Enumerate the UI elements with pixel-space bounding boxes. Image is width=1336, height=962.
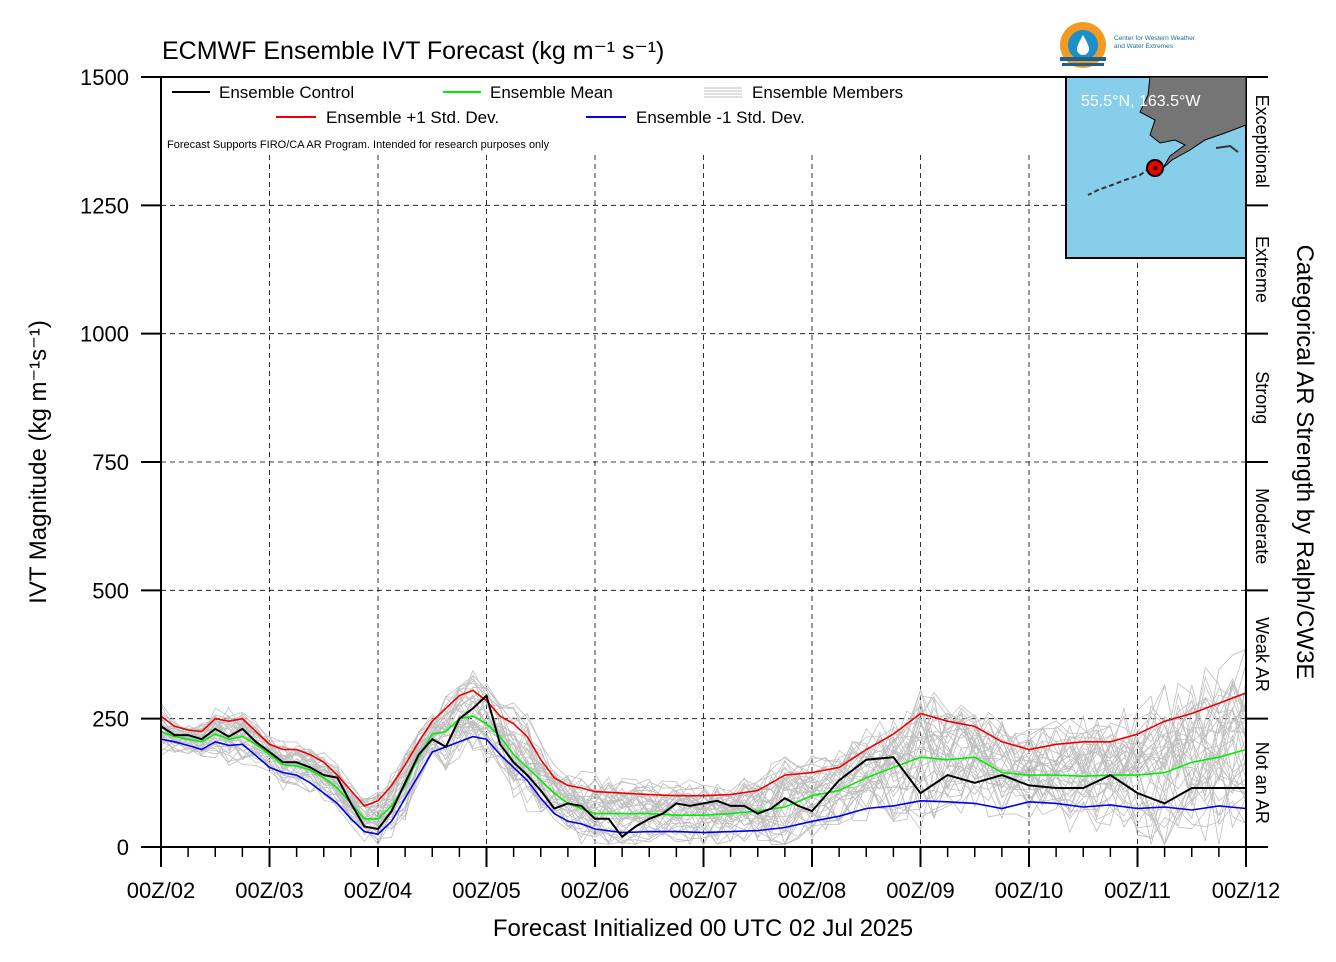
- x-tick-label: 00Z/10: [995, 878, 1064, 903]
- x-tick-label: 00Z/02: [127, 878, 196, 903]
- y-tick-label: 250: [92, 707, 129, 732]
- category-label: Not an AR: [1252, 742, 1272, 824]
- legend-control: Ensemble Control: [219, 83, 354, 102]
- x-tick-label: 00Z/04: [344, 878, 413, 903]
- legend-plus: Ensemble +1 Std. Dev.: [326, 108, 499, 127]
- category-label: Strong: [1252, 371, 1272, 424]
- ar-category-axis: Not an AR Weak AR Moderate Strong Extreme Exc…: [1246, 76, 1272, 848]
- right-axis-label: Categorical AR Strength by Ralph/CW3E: [1291, 245, 1318, 680]
- y-tick-label: 0: [117, 835, 129, 860]
- category-label: Exceptional: [1252, 95, 1272, 188]
- x-tick-label: 00Z/12: [1212, 878, 1281, 903]
- inset-map: 55.5°N, 163.5°W: [1065, 76, 1247, 259]
- y-tick-label: 1500: [80, 65, 129, 90]
- ensemble-member-line: [160, 695, 1247, 825]
- y-axis-label: IVT Magnitude (kg m⁻¹s⁻¹): [25, 320, 52, 604]
- category-label: Weak AR: [1252, 617, 1272, 692]
- y-tick-label: 750: [92, 450, 129, 475]
- inset-location-label: 55.5°N, 163.5°W: [1081, 93, 1201, 110]
- minus-std-series-line: [160, 735, 1247, 836]
- series-lines: [160, 689, 1247, 839]
- aleutian-islands: [1087, 167, 1151, 196]
- ensemble-member-line: [160, 675, 1247, 819]
- x-tick-label: 00Z/07: [669, 878, 738, 903]
- y-tick-label: 1000: [80, 322, 129, 347]
- logo-text-1: Center for Western Weather: [1114, 35, 1196, 42]
- x-axis-label: Forecast Initialized 00 UTC 02 Jul 2025: [493, 915, 913, 942]
- ensemble-member-line: [160, 720, 1247, 843]
- kodiak-island: [1215, 144, 1239, 153]
- category-label: Moderate: [1252, 488, 1272, 564]
- x-tick-label: 00Z/03: [235, 878, 304, 903]
- legend-minus: Ensemble -1 Std. Dev.: [636, 108, 805, 127]
- control-series-line: [160, 693, 1246, 839]
- logo-droplet-icon: [1077, 35, 1089, 55]
- mean-series-line: [160, 715, 1247, 820]
- y-axis: 0 250 500 750 1000 1250 1500: [80, 65, 161, 860]
- x-axis: 00Z/02 00Z/03 00Z/04 00Z/05 00Z/06 00Z/07 00Z/…: [127, 847, 1281, 903]
- ensemble-member-line: [160, 721, 1247, 843]
- legend-mean: Ensemble Mean: [490, 83, 613, 102]
- chart-title: ECMWF Ensemble IVT Forecast (kg m⁻¹ s⁻¹): [162, 37, 664, 65]
- ensemble-member-line: [160, 719, 1247, 837]
- x-tick-label: 00Z/05: [452, 878, 521, 903]
- plus-std-series-line: [160, 689, 1247, 807]
- x-tick-label: 00Z/08: [778, 878, 847, 903]
- category-label: Extreme: [1252, 236, 1272, 303]
- alaska-landmass: [1139, 76, 1247, 169]
- legend: Ensemble Control Ensemble Mean Ensemble …: [167, 83, 903, 151]
- x-tick-label: 00Z/06: [561, 878, 630, 903]
- y-tick-label: 1250: [80, 193, 129, 218]
- research-note: Forecast Supports FIRO/CA AR Program. In…: [167, 139, 550, 151]
- x-tick-label: 00Z/11: [1104, 878, 1171, 903]
- legend-members: Ensemble Members: [752, 83, 903, 102]
- y-tick-label: 500: [92, 578, 129, 603]
- logo-text-2: and Water Extremes: [1114, 43, 1174, 50]
- x-tick-label: 00Z/09: [886, 878, 955, 903]
- cw3e-logo: Center for Western Weather and Water Ext…: [1060, 22, 1196, 68]
